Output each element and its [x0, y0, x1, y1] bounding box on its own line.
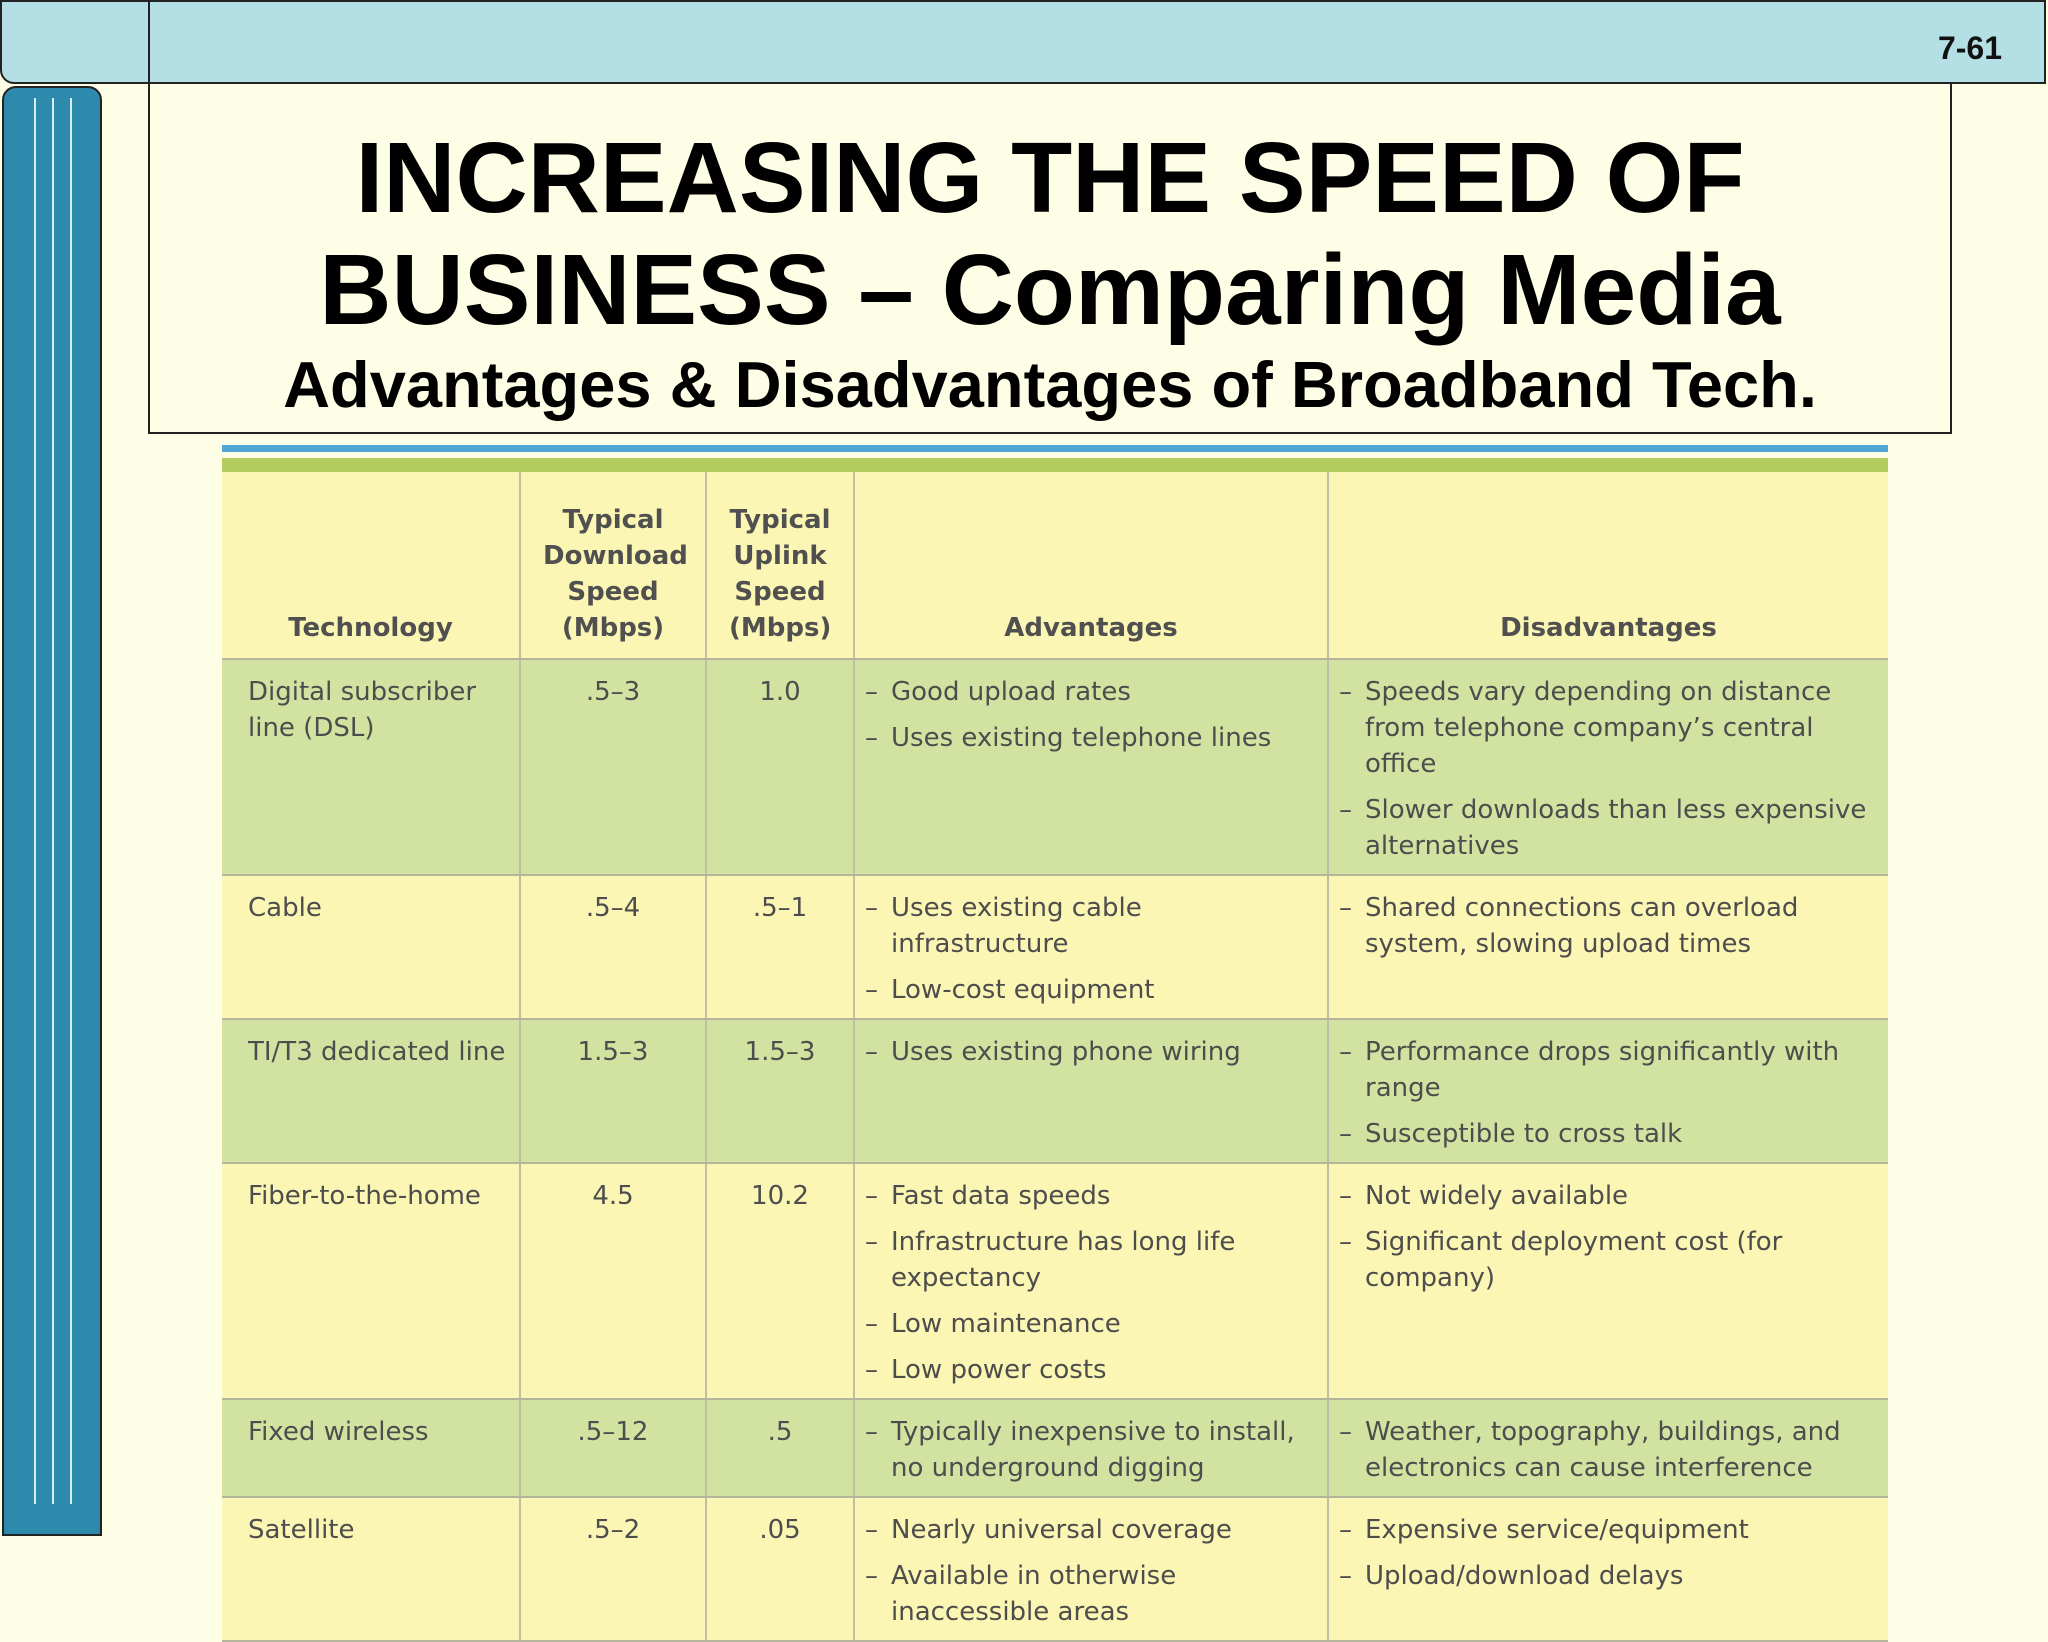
technology-cell: Fixed wireless: [222, 1399, 521, 1498]
table-row: Satellite.5–2.05Nearly universal coverag…: [222, 1497, 1888, 1642]
disadvantage-item: Susceptible to cross talk: [1339, 1116, 1878, 1152]
advantage-item: Typically inexpensive to install, no und…: [865, 1414, 1317, 1486]
advantage-item: Uses existing telephone lines: [865, 720, 1317, 756]
table-top-band: [222, 458, 1888, 472]
disadvantage-item: Speeds vary depending on distance from t…: [1339, 674, 1878, 782]
sidebar-stripe: [70, 98, 72, 1504]
download-speed-cell: .5–2: [520, 1497, 707, 1642]
advantages-cell: Nearly universal coverage Available in ot…: [854, 1497, 1329, 1642]
title-line-1: INCREASING THE SPEED OF: [355, 122, 1745, 234]
advantage-item: Uses existing phone wiring: [865, 1034, 1317, 1070]
download-speed-cell: .5–3: [520, 659, 707, 876]
header-download-speed: Typical Download Speed (Mbps): [520, 472, 707, 660]
disadvantages-cell: Performance drops significantly with ran…: [1328, 1019, 1888, 1164]
technology-cell: Cable: [222, 875, 521, 1020]
header-technology: Technology: [222, 472, 521, 660]
disadvantage-item: Weather, topography, buildings, and elec…: [1339, 1414, 1878, 1486]
disadvantage-item: Slower downloads than less expensive alt…: [1339, 792, 1878, 864]
download-speed-cell: .5–4: [520, 875, 707, 1020]
uplink-speed-cell: .05: [706, 1497, 855, 1642]
disadvantage-item: Shared connections can overload system, …: [1339, 890, 1878, 962]
title-box: INCREASING THE SPEED OF BUSINESS – Compa…: [148, 84, 1952, 434]
technology-cell: Fiber-to-the-home: [222, 1163, 521, 1400]
disadvantages-cell: Speeds vary depending on distance from t…: [1328, 659, 1888, 876]
table-row: Cable.5–4.5–1Uses existing cable infrast…: [222, 875, 1888, 1020]
advantage-item: Nearly universal coverage: [865, 1512, 1317, 1548]
advantages-cell: Uses existing cable infrastructure Low-co…: [854, 875, 1329, 1020]
disadvantage-item: Expensive service/equipment: [1339, 1512, 1878, 1548]
table-top-rule: [222, 445, 1888, 452]
technology-cell: TI/T3 dedicated line: [222, 1019, 521, 1164]
header-advantages: Advantages: [854, 472, 1329, 660]
advantages-cell: Uses existing phone wiring: [854, 1019, 1329, 1164]
header-disadvantages: Disadvantages: [1328, 472, 1888, 660]
download-speed-cell: 4.5: [520, 1163, 707, 1400]
advantage-item: Good upload rates: [865, 674, 1317, 710]
disadvantages-cell: Weather, topography, buildings, and elec…: [1328, 1399, 1888, 1498]
advantage-item: Fast data speeds: [865, 1178, 1317, 1214]
sidebar-stripe: [52, 98, 54, 1504]
top-banner: [0, 0, 2046, 84]
disadvantages-cell: Not widely available Significant deployme…: [1328, 1163, 1888, 1400]
uplink-speed-cell: 10.2: [706, 1163, 855, 1400]
left-sidebar-decoration: [2, 86, 102, 1536]
advantage-item: Low-cost equipment: [865, 972, 1317, 1008]
disadvantage-item: Upload/download delays: [1339, 1558, 1878, 1594]
title-line-2: BUSINESS – Comparing Media: [319, 234, 1781, 346]
disadvantages-cell: Shared connections can overload system, …: [1328, 875, 1888, 1020]
sidebar-stripe: [34, 98, 36, 1504]
advantage-item: Infrastructure has long life expectancy: [865, 1224, 1317, 1296]
technology-cell: Digital subscriber line (DSL): [222, 659, 521, 876]
download-speed-cell: 1.5–3: [520, 1019, 707, 1164]
uplink-speed-cell: 1.0: [706, 659, 855, 876]
disadvantage-item: Not widely available: [1339, 1178, 1878, 1214]
broadband-comparison-table: Technology Typical Download Speed (Mbps)…: [222, 472, 1888, 1642]
advantage-item: Low maintenance: [865, 1306, 1317, 1342]
table-header-row: Technology Typical Download Speed (Mbps)…: [222, 472, 1888, 660]
disadvantage-item: Significant deployment cost (for company…: [1339, 1224, 1878, 1296]
disadvantages-cell: Expensive service/equipment Upload/downlo…: [1328, 1497, 1888, 1642]
uplink-speed-cell: 1.5–3: [706, 1019, 855, 1164]
table-row: Fixed wireless.5–12.5Typically inexpensi…: [222, 1399, 1888, 1498]
advantages-cell: Typically inexpensive to install, no und…: [854, 1399, 1329, 1498]
header-uplink-speed: Typical Uplink Speed (Mbps): [706, 472, 855, 660]
technology-cell: Satellite: [222, 1497, 521, 1642]
uplink-speed-cell: .5: [706, 1399, 855, 1498]
advantages-cell: Fast data speeds Infrastructure has long …: [854, 1163, 1329, 1400]
disadvantage-item: Performance drops significantly with ran…: [1339, 1034, 1878, 1106]
advantages-cell: Good upload rates Uses existing telephone…: [854, 659, 1329, 876]
table-row: Digital subscriber line (DSL).5–31.0Good…: [222, 659, 1888, 876]
slide-number: 7-61: [1937, 30, 2002, 66]
uplink-speed-cell: .5–1: [706, 875, 855, 1020]
advantage-item: Uses existing cable infrastructure: [865, 890, 1317, 962]
download-speed-cell: .5–12: [520, 1399, 707, 1498]
advantage-item: Available in otherwise inaccessible area…: [865, 1558, 1317, 1630]
banner-divider: [148, 0, 150, 86]
advantage-item: Low power costs: [865, 1352, 1317, 1388]
subtitle: Advantages & Disadvantages of Broadband …: [283, 348, 1817, 421]
